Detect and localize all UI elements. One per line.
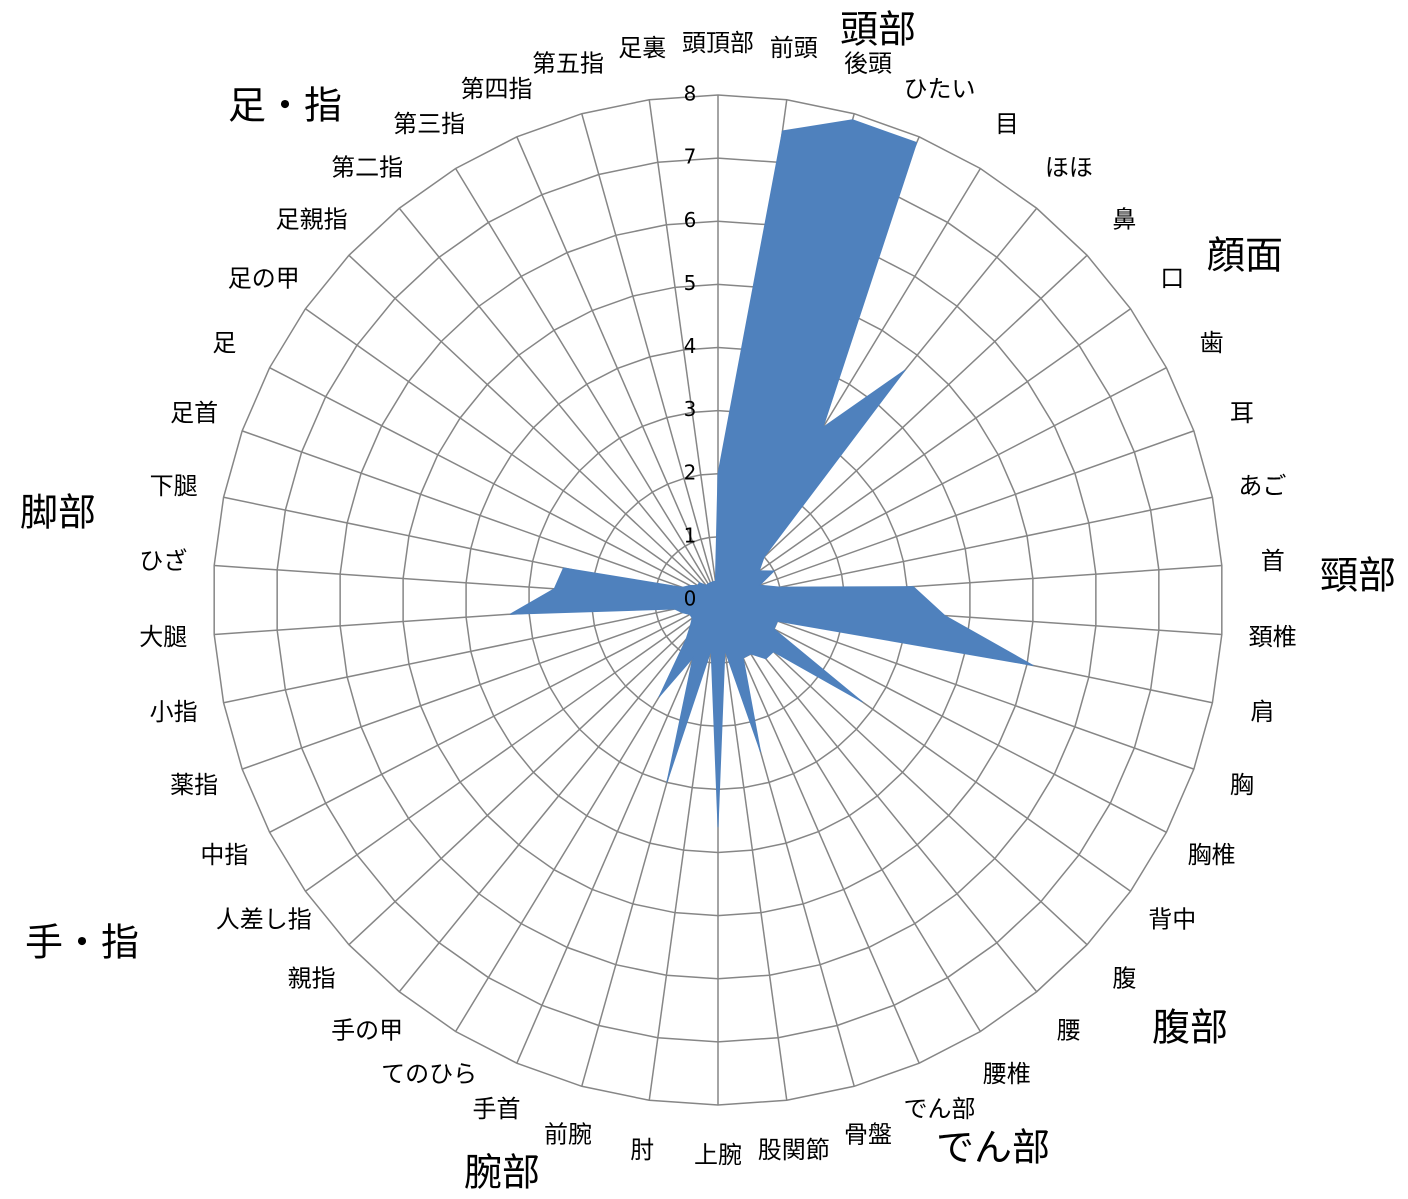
category-label: 親指 <box>288 964 336 992</box>
category-label: 腰椎 <box>983 1060 1031 1088</box>
category-label: 足親指 <box>276 206 348 234</box>
category-label: 足裏 <box>618 34 666 62</box>
category-label: 胸椎 <box>1188 841 1236 869</box>
group-label: 手・指 <box>25 921 139 965</box>
group-label: 腹部 <box>1152 1006 1228 1050</box>
category-label: ひざ <box>139 547 187 575</box>
r-tick-label: 4 <box>684 334 697 358</box>
spoke <box>717 308 1132 601</box>
group-label: 顔面 <box>1207 234 1283 278</box>
r-tick-label: 1 <box>684 523 697 547</box>
group-label: 足・指 <box>228 84 342 128</box>
group-label: 腕部 <box>464 1151 540 1195</box>
spoke <box>648 599 719 1101</box>
spoke <box>348 599 719 946</box>
group-label: 頸部 <box>1320 554 1396 598</box>
category-label: 首 <box>1261 547 1285 575</box>
category-label: 大腿 <box>139 623 187 651</box>
category-label: 第五指 <box>532 50 604 78</box>
category-label: 下腿 <box>150 472 198 500</box>
spoke <box>241 599 719 770</box>
spoke <box>717 430 1195 601</box>
category-label: 前頭 <box>770 34 818 62</box>
category-label: 股関節 <box>758 1136 830 1164</box>
category-label: 足 <box>212 329 236 357</box>
r-tick-label: 7 <box>684 145 697 169</box>
spoke <box>717 599 1167 833</box>
group-label: 頭部 <box>840 8 916 52</box>
spoke <box>717 599 1088 946</box>
category-label: 頚椎 <box>1249 623 1297 651</box>
category-label: 口 <box>1160 264 1184 292</box>
spoke <box>516 599 719 1064</box>
spoke <box>398 207 719 601</box>
spoke <box>241 430 719 601</box>
category-label: 手首 <box>472 1095 520 1123</box>
spoke <box>581 113 719 601</box>
category-label: 薬指 <box>170 771 218 799</box>
series-area <box>509 119 1034 828</box>
category-label: 人差し指 <box>216 906 312 934</box>
spoke <box>304 599 719 892</box>
category-label: 背中 <box>1148 906 1196 934</box>
r-tick-label: 8 <box>684 82 697 106</box>
category-label: 骨盤 <box>844 1120 892 1148</box>
spoke <box>223 599 719 704</box>
category-label: 第三指 <box>393 110 465 138</box>
category-label: 中指 <box>200 841 248 869</box>
category-label: でん部 <box>904 1095 976 1123</box>
category-label: 足の甲 <box>228 264 300 292</box>
category-label: 第四指 <box>460 75 532 103</box>
spoke <box>304 308 719 601</box>
group-label: でん部 <box>936 1126 1050 1170</box>
category-label: ひたい <box>904 75 976 103</box>
spoke <box>348 254 719 601</box>
category-label: 歯 <box>1200 329 1224 357</box>
spoke <box>717 599 982 1032</box>
spoke <box>398 599 719 993</box>
r-tick-label: 0 <box>684 587 697 611</box>
category-label: あご <box>1238 472 1286 500</box>
category-label: 肩 <box>1250 698 1274 726</box>
spoke <box>717 367 1167 601</box>
category-label: 手の甲 <box>331 1016 403 1044</box>
spoke <box>269 599 719 833</box>
category-label: 耳 <box>1230 399 1254 427</box>
group-label: 脚部 <box>20 491 96 535</box>
category-label: 頭頂部 <box>682 29 754 57</box>
category-label: 足首 <box>170 399 218 427</box>
category-label: 肘 <box>630 1136 654 1164</box>
r-tick-label: 2 <box>684 460 697 484</box>
category-label: 胸 <box>1230 771 1254 799</box>
category-label: 鼻 <box>1112 206 1136 234</box>
spoke <box>717 254 1088 601</box>
category-label: 前腕 <box>544 1120 592 1148</box>
spoke <box>717 599 1038 993</box>
spoke <box>717 599 920 1064</box>
category-label: 目 <box>995 110 1019 138</box>
r-tick-label: 3 <box>684 397 697 421</box>
category-label: てのひら <box>381 1060 477 1088</box>
category-label: ほほ <box>1045 154 1093 182</box>
spoke <box>269 367 719 601</box>
r-tick-label: 6 <box>684 208 697 232</box>
category-label: 後頭 <box>844 50 892 78</box>
spoke <box>717 599 1195 770</box>
category-label: 腰 <box>1057 1016 1081 1044</box>
category-label: 上腕 <box>694 1141 742 1169</box>
spoke <box>717 599 788 1101</box>
category-label: 第二指 <box>331 154 403 182</box>
spoke <box>717 496 1213 601</box>
category-label: 小指 <box>150 698 198 726</box>
spoke <box>454 168 719 601</box>
spoke <box>648 99 719 601</box>
spoke <box>516 136 719 601</box>
category-label: 腹 <box>1112 964 1136 992</box>
r-tick-label: 5 <box>684 271 697 295</box>
